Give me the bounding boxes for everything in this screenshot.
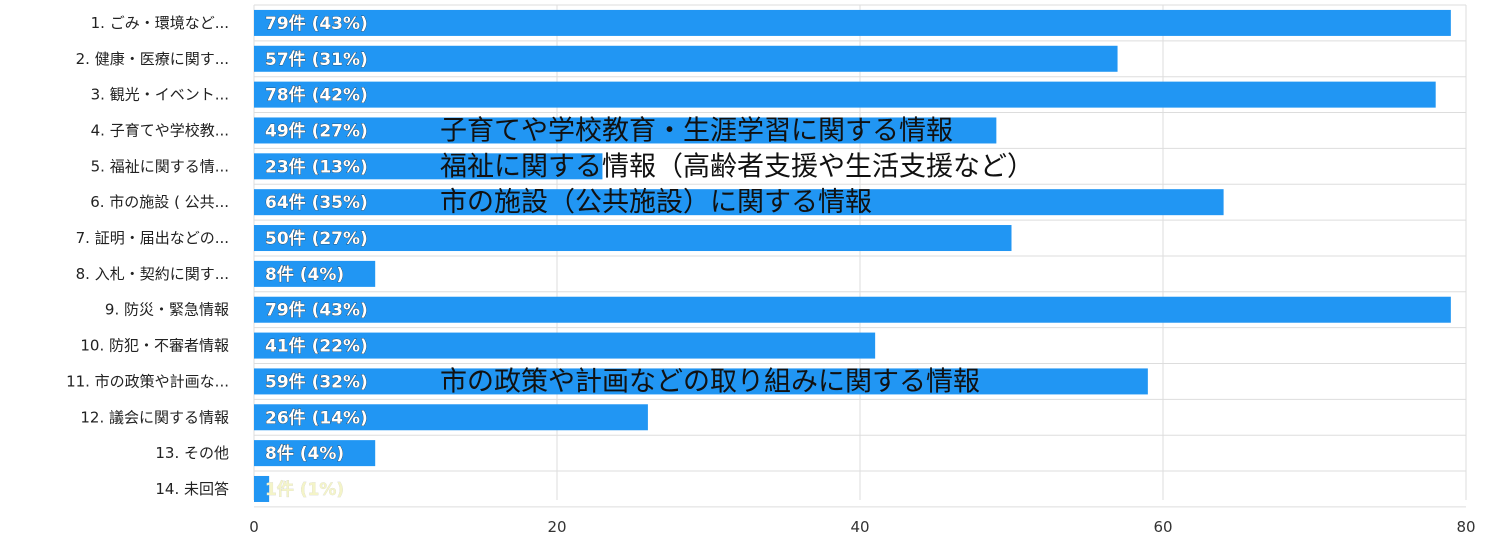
annotation-label: 子育てや学校教育・生涯学習に関する情報 (440, 115, 953, 146)
bars (254, 9, 1451, 502)
annotation-label: 市の施設（公共施設）に関する情報 (440, 187, 872, 218)
category-label: 9. 防災・緊急情報 (105, 301, 229, 319)
bar (254, 45, 1118, 72)
data-label: 57件 (31%) (265, 49, 368, 70)
x-tick-label: 20 (547, 518, 566, 536)
bar (254, 332, 876, 359)
category-label: 3. 観光・イベント... (91, 86, 229, 104)
data-label: 8件 (4%) (265, 264, 344, 285)
data-label: 1件 (1%) (265, 479, 344, 500)
category-label: 5. 福祉に関する情... (91, 157, 229, 175)
data-label: 78件 (42%) (265, 85, 368, 106)
bar (254, 404, 648, 431)
category-label: 11. 市の政策や計画な... (66, 372, 229, 390)
category-label: 10. 防犯・不審者情報 (80, 337, 229, 355)
data-label: 64件 (35%) (265, 192, 368, 213)
bar (254, 153, 603, 180)
category-label: 13. その他 (155, 444, 229, 462)
bar (254, 225, 1012, 252)
category-label: 6. 市の施設 ( 公共... (90, 193, 229, 211)
data-label: 50件 (27%) (265, 228, 368, 249)
x-tick-label: 40 (850, 518, 869, 536)
data-label: 79件 (43%) (265, 13, 368, 34)
data-label: 8件 (4%) (265, 443, 344, 464)
data-label: 49件 (27%) (265, 120, 368, 141)
category-label: 12. 議会に関する情報 (80, 408, 229, 426)
data-label: 79件 (43%) (265, 300, 368, 321)
bar (254, 81, 1436, 108)
bar (254, 475, 270, 502)
bar (254, 117, 997, 144)
x-axis-ticks: 0 20 40 60 80 (249, 518, 1475, 536)
bar (254, 440, 376, 467)
annotations: 子育てや学校教育・生涯学習に関する情報福祉に関する情報（高齢者支援や生活支援など… (440, 115, 1034, 397)
category-labels: 1. ごみ・環境など... 2. 健康・医療に関す... 3. 観光・イベント...… (66, 14, 229, 498)
bar (254, 296, 1451, 323)
annotation-label: 福祉に関する情報（高齢者支援や生活支援など） (440, 151, 1034, 182)
data-labels: 79件 (43%) 57件 (31%) 78件 (42%) 49件 (27%) 23件 … (265, 13, 368, 501)
x-tick-label: 60 (1153, 518, 1172, 536)
category-label: 14. 未回答 (155, 480, 229, 498)
grid-lines (253, 4, 1467, 508)
bar (254, 260, 376, 287)
annotation-label: 市の政策や計画などの取り組みに関する情報 (440, 366, 980, 397)
data-label: 41件 (22%) (265, 336, 368, 357)
bar (254, 9, 1451, 36)
data-label: 23件 (13%) (265, 156, 368, 177)
category-label: 1. ごみ・環境など... (91, 14, 229, 32)
data-label: 26件 (14%) (265, 407, 368, 428)
category-label: 4. 子育てや学校教... (91, 121, 229, 139)
x-tick-label: 80 (1456, 518, 1475, 536)
category-label: 7. 証明・届出などの... (76, 229, 229, 247)
bar (254, 189, 1224, 216)
x-tick-label: 0 (249, 518, 259, 536)
category-label: 2. 健康・医療に関す... (76, 50, 229, 68)
bar (254, 368, 1148, 395)
data-label: 59件 (32%) (265, 371, 368, 392)
category-label: 8. 入札・契約に関す... (76, 265, 229, 283)
